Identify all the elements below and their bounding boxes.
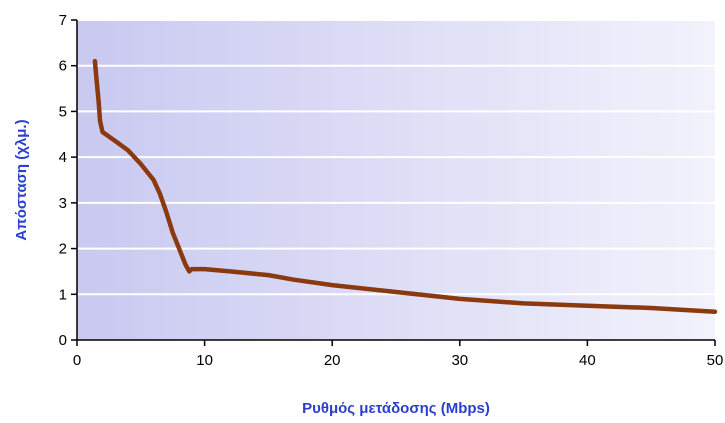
x-tick-label-3: 30 [451,352,468,369]
x-tick-label-5: 50 [707,352,724,369]
x-tick-label-1: 10 [196,352,213,369]
series-line-0 [92,58,718,314]
x-tick-label-2: 20 [324,352,341,369]
axes [76,20,715,341]
y-axis-title: Απόσταση (χλμ.) [13,119,30,240]
y-tick-label-7: 7 [59,12,67,29]
y-tick-label-2: 2 [59,241,67,258]
y-tick-label-5: 5 [59,103,67,120]
x-tick-labels: 0 10 20 30 40 50 [73,340,724,369]
x-tick-label-4: 40 [579,352,596,369]
x-axis-title: Ρυθμός μετάδοσης (Mbps) [302,400,490,417]
y-tick-label-0: 0 [59,332,67,349]
x-tick-label-0: 0 [73,352,81,369]
y-tick-label-3: 3 [59,195,67,212]
y-tick-label-6: 6 [59,58,67,75]
y-tick-label-4: 4 [59,149,67,166]
series-layer [92,58,718,314]
plot-area [77,20,715,340]
grid-lines [77,19,715,296]
y-tick-label-1: 1 [59,286,67,303]
y-tick-labels: 0 1 2 3 4 5 6 7 [59,12,77,349]
